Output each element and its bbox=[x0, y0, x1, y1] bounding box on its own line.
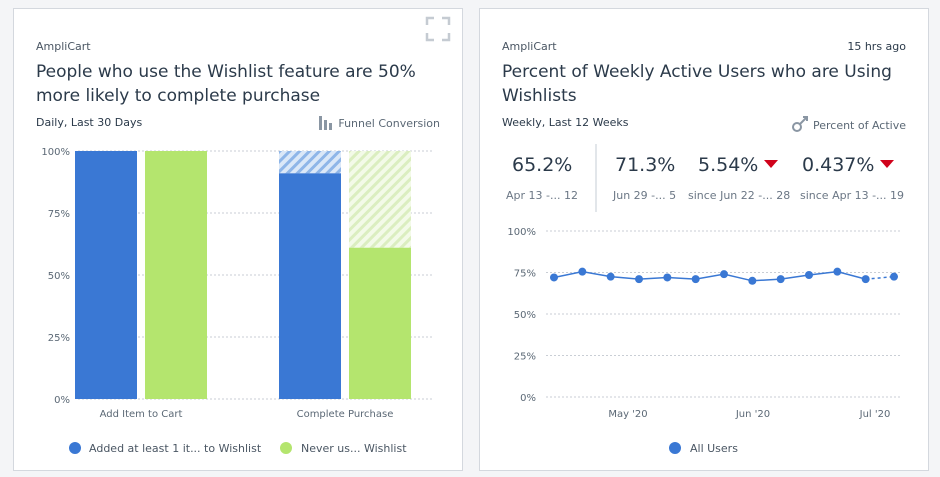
x-tick-label: Jul '20 bbox=[859, 409, 891, 420]
y-tick-label: 0% bbox=[520, 393, 536, 404]
down-arrow-icon bbox=[880, 160, 895, 168]
kpi-divider bbox=[595, 144, 597, 212]
data-point bbox=[833, 267, 842, 276]
chart-title: Percent of Weekly Active Users who are U… bbox=[502, 62, 892, 106]
y-tick-label: 75% bbox=[48, 209, 70, 220]
y-tick-label: 50% bbox=[48, 271, 70, 282]
data-point bbox=[606, 272, 615, 281]
data-point bbox=[720, 270, 728, 279]
app-name: AmpliCart bbox=[502, 40, 557, 53]
expand-icon[interactable] bbox=[425, 16, 451, 42]
dropoff-bar bbox=[279, 151, 341, 174]
y-tick-label: 25% bbox=[514, 352, 536, 363]
kpi-label: Apr 13 -... 12 bbox=[506, 189, 578, 202]
data-point bbox=[890, 272, 898, 281]
bar bbox=[75, 151, 137, 399]
date-range: Weekly, Last 12 Weeks bbox=[502, 116, 629, 129]
y-tick-label: 100% bbox=[41, 147, 70, 158]
data-point bbox=[748, 276, 757, 285]
data-point bbox=[805, 270, 813, 279]
updated-time: 15 hrs ago bbox=[847, 40, 906, 53]
legend-dot bbox=[69, 442, 81, 454]
date-range: Daily, Last 30 Days bbox=[36, 116, 143, 129]
y-tick-label: 0% bbox=[54, 395, 70, 406]
legend-label: Added at least 1 it... to Wishlist bbox=[89, 442, 262, 455]
funnel-card[interactable]: AmpliCart People who use the Wishlist fe… bbox=[13, 8, 463, 471]
data-point bbox=[776, 275, 785, 284]
kpi-change-week[interactable]: 5.54% since Jun 22 -... 28 bbox=[687, 154, 792, 212]
percent-active-icon bbox=[791, 116, 808, 135]
kpi-latest[interactable]: 71.3% Jun 29 -... 5 bbox=[610, 154, 686, 212]
down-arrow-icon bbox=[764, 160, 779, 168]
bar bbox=[279, 173, 341, 399]
legend-dot bbox=[669, 442, 681, 454]
chart-title: People who use the Wishlist feature are … bbox=[36, 62, 416, 106]
data-point bbox=[550, 273, 558, 282]
data-point bbox=[578, 267, 587, 276]
kpi-label: since Apr 13 -... 19 bbox=[800, 189, 905, 202]
x-tick-label: Jun '20 bbox=[735, 409, 770, 420]
legend-label: All Users bbox=[690, 442, 738, 455]
legend-dot bbox=[280, 442, 292, 454]
bar bbox=[145, 151, 207, 399]
data-point bbox=[635, 275, 643, 284]
dropoff-bar bbox=[349, 151, 411, 248]
kpi-label: Jun 29 -... 5 bbox=[613, 189, 677, 202]
y-tick-label: 25% bbox=[48, 333, 70, 344]
kpi-change-period[interactable]: 0.437% since Apr 13 -... 19 bbox=[798, 154, 908, 212]
x-tick-label: Complete Purchase bbox=[297, 409, 394, 420]
chart-type: Percent of Active bbox=[791, 116, 906, 135]
wau-line-chart[interactable]: 0% 25% 50% 75% 100% May '20 Jun '20 Jul '20 All … bbox=[480, 9, 930, 472]
x-tick-label: May '20 bbox=[608, 409, 647, 420]
bar bbox=[349, 247, 411, 399]
data-point bbox=[663, 273, 672, 282]
kpi-value: 5.54% bbox=[698, 154, 779, 176]
kpi-value: 71.3% bbox=[615, 154, 676, 176]
app-name: AmpliCart bbox=[36, 40, 91, 53]
funnel-chart[interactable]: 0% 25% 50% 75% 100% Add Item to Cart Complete … bbox=[14, 9, 464, 472]
kpi-value: 65.2% bbox=[512, 154, 573, 176]
kpi-value: 0.437% bbox=[802, 154, 895, 176]
funnel-icon bbox=[319, 116, 335, 133]
kpi-label: since Jun 22 -... 28 bbox=[688, 189, 791, 202]
y-tick-label: 50% bbox=[514, 310, 536, 321]
kpi-current[interactable]: 65.2% Apr 13 -... 12 bbox=[502, 154, 594, 212]
legend-label: Never us... Wishlist bbox=[301, 442, 407, 455]
wau-card[interactable]: AmpliCart 15 hrs ago Percent of Weekly A… bbox=[479, 8, 929, 471]
data-point bbox=[691, 275, 700, 284]
series-line-partial bbox=[865, 275, 895, 280]
series-line bbox=[553, 270, 866, 282]
chart-type: Funnel Conversion bbox=[319, 116, 440, 133]
x-tick-label: Add Item to Cart bbox=[100, 409, 183, 420]
y-tick-label: 75% bbox=[514, 269, 536, 280]
data-point bbox=[861, 275, 870, 284]
y-tick-label: 100% bbox=[507, 227, 536, 238]
